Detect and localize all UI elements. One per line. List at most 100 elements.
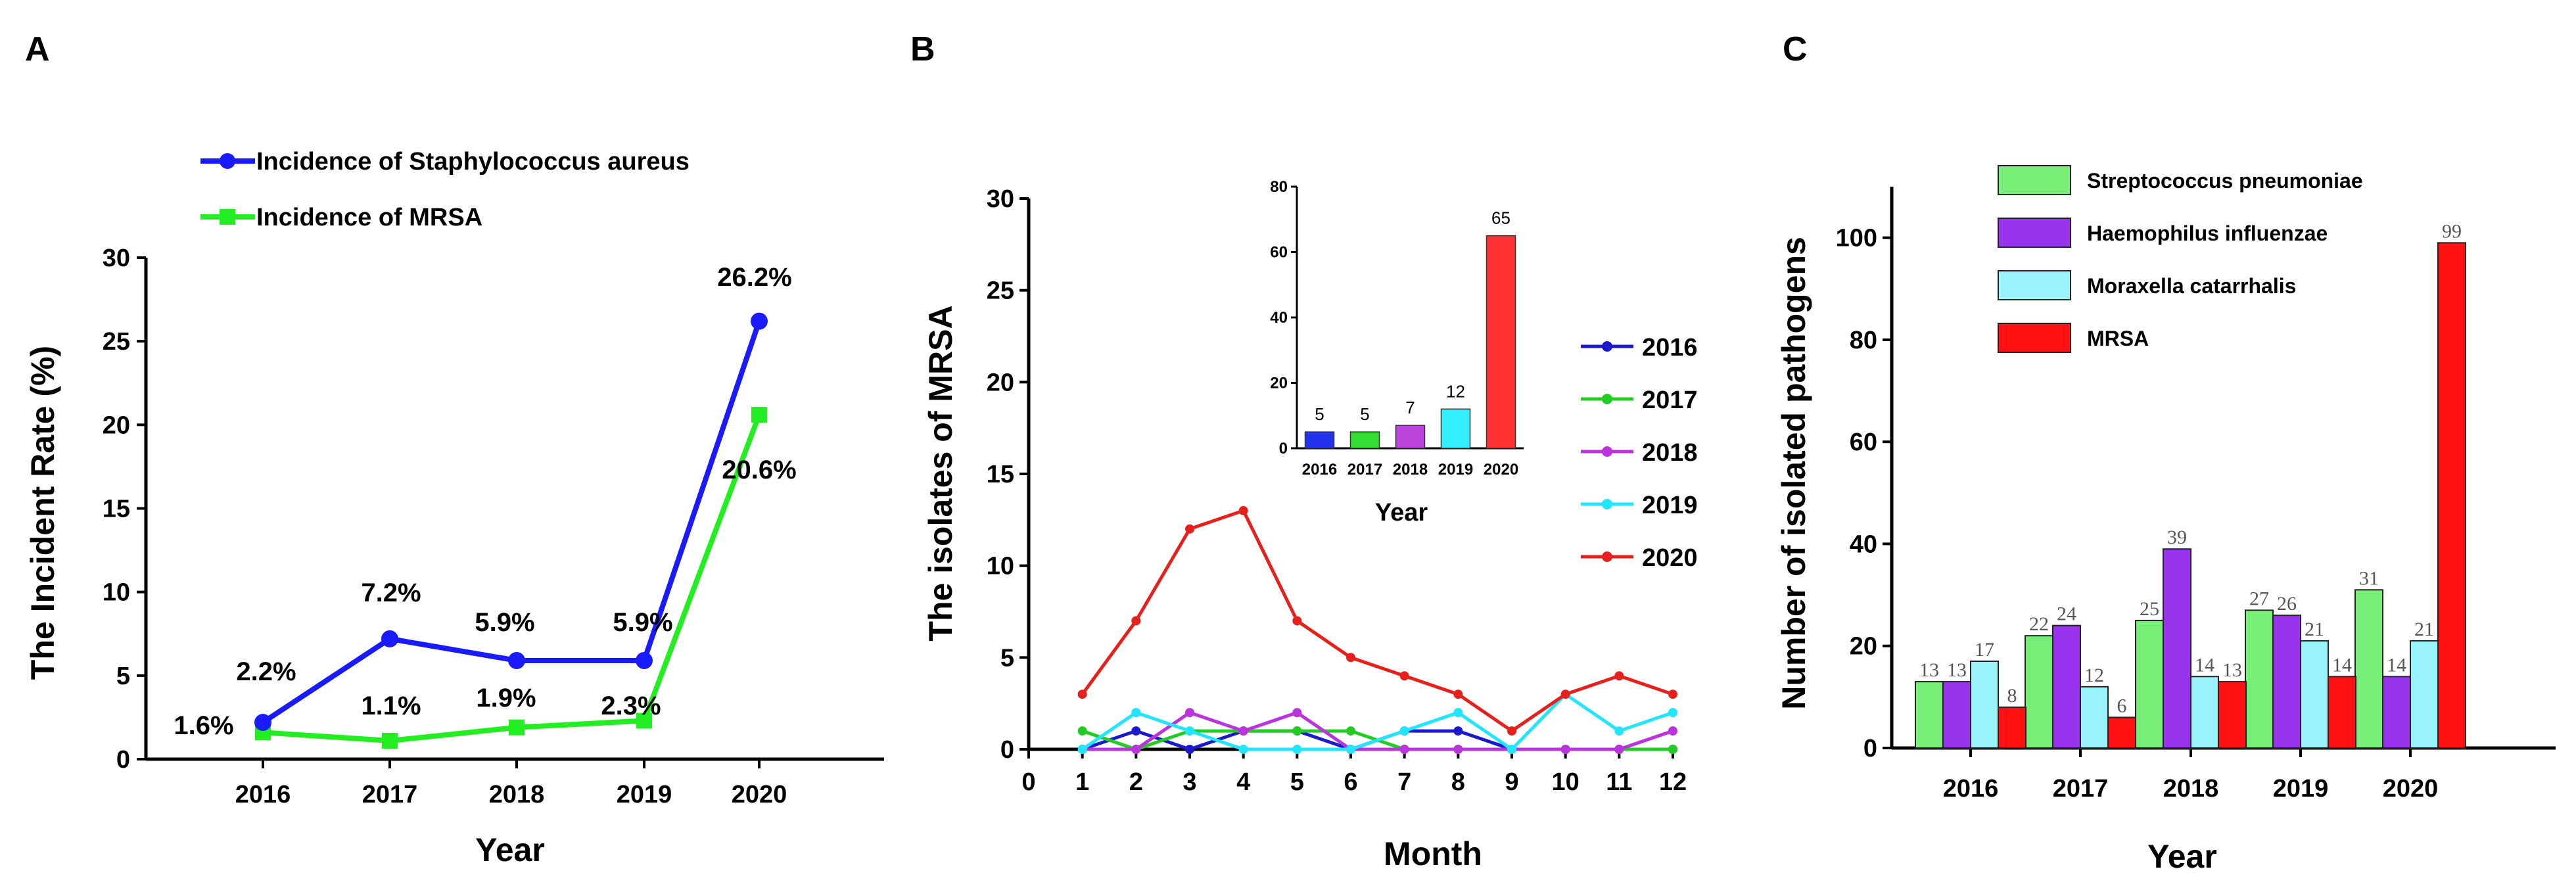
panel-a-y-tick-label: 0	[116, 746, 130, 774]
panel-a-x-tick-label: 2017	[362, 781, 418, 808]
panel-c-bar-mrsa-2018	[2218, 681, 2247, 749]
panel-b-data-point	[1131, 616, 1141, 626]
panel-a-data-point	[751, 312, 768, 330]
panel-c-bar-label: 14	[2195, 654, 2214, 676]
inset-bar-label: 5	[1315, 404, 1324, 424]
panel-a-x-tick-label: 2018	[489, 781, 545, 808]
panel-a-y-axis-title: The Incident Rate (%)	[24, 346, 61, 680]
panel-b-data-point	[1560, 745, 1570, 754]
panel-b-legend-marker	[1602, 446, 1612, 457]
panel-b-data-point	[1399, 745, 1409, 754]
panel-b-data-point	[1668, 708, 1677, 718]
panel-c-x-tick-label: 2019	[2273, 775, 2329, 803]
panel-c-x-tick-label: 2016	[1943, 775, 1999, 803]
panel-b-data-point	[1131, 726, 1141, 736]
panel-c-bar-label: 21	[2414, 619, 2434, 640]
panel-c-bar-label: 6	[2117, 695, 2127, 716]
panel-c-legend-label: Haemophilus influenzae	[2087, 222, 2328, 245]
panel-b-x-tick-label: 10	[1552, 768, 1580, 796]
panel-b-legend-label: 2017	[1642, 386, 1698, 414]
panel-c-bar-mrsa-2020	[2437, 242, 2466, 749]
panel-b-data-point	[1614, 745, 1624, 754]
panel-b-data-point	[1399, 726, 1409, 736]
panel-b-data-point	[1614, 671, 1624, 681]
panel-c-legend-swatch	[1998, 218, 2071, 248]
inset-bar-label: 12	[1446, 381, 1465, 401]
inset-bar-2016	[1304, 431, 1335, 449]
panel-b-data-point	[1185, 708, 1194, 718]
panel-c-y-tick-label: 40	[1850, 530, 1877, 558]
inset-x-tick-label: 2017	[1347, 461, 1382, 479]
panel-b-y-axis-title: The isolates of MRSA	[922, 305, 959, 641]
panel-a-x-axis-title: Year	[475, 831, 545, 868]
inset-bar-label: 5	[1360, 404, 1369, 424]
inset-y-tick-label: 80	[1270, 178, 1288, 196]
panel-b-data-point	[1292, 616, 1302, 626]
panel-c-bar-streptococcus-pneumoniae-2017	[2025, 635, 2053, 749]
panel-c-legend-label: MRSA	[2087, 327, 2149, 350]
panel-b-y-tick-label: 10	[987, 553, 1014, 580]
inset-y-tick-label: 40	[1270, 309, 1288, 327]
panel-b-legend-label: 2016	[1642, 334, 1698, 362]
panel-c-bar-haemophilus-influenzae-2020	[2382, 676, 2411, 749]
panel-c-bar-streptococcus-pneumoniae-2020	[2354, 589, 2383, 749]
panel-c-y-tick-label: 20	[1850, 633, 1877, 661]
panel-c-bar-moraxella-catarrhalis-2018	[2190, 676, 2219, 749]
panel-b-data-point	[1185, 524, 1194, 534]
panel-a-data-label: 1.9%	[476, 684, 536, 713]
panel-a-data-point	[382, 733, 398, 749]
panel-b-data-point	[1238, 745, 1248, 754]
inset-x-tick-label: 2018	[1393, 461, 1428, 479]
panel-c-bar-label: 25	[2140, 598, 2159, 620]
panel-b-y-tick-label: 15	[987, 461, 1014, 488]
panel-a-data-label: 5.9%	[613, 608, 672, 637]
panel-c-bar-mrsa-2017	[2107, 716, 2136, 749]
panel-a-y-tick-label: 10	[103, 579, 130, 607]
panel-b-x-tick-label: 11	[1606, 768, 1632, 796]
panel-a-data-label: 7.2%	[361, 578, 421, 607]
panel-c-bar-mrsa-2019	[2328, 676, 2356, 749]
inset-bar-2019	[1440, 408, 1471, 449]
panel-b-legend-label: 2019	[1642, 492, 1698, 519]
panel-a-data-point	[509, 719, 525, 736]
panel-c-bar-label: 22	[2029, 613, 2049, 635]
panel-b-x-axis-title: Month	[1384, 835, 1482, 872]
panel-c-bar-streptococcus-pneumoniae-2018	[2135, 619, 2164, 749]
panel-b-x-tick-label: 8	[1451, 768, 1465, 796]
panel-b-legend-marker	[1602, 499, 1612, 509]
panel-c-bar-streptococcus-pneumoniae-2019	[2245, 609, 2274, 749]
panel-b-x-tick-label: 7	[1397, 768, 1411, 796]
panel-b-data-point	[1507, 745, 1516, 754]
inset-y-tick-label: 60	[1270, 244, 1288, 262]
panel-b-x-tick-label: 4	[1236, 768, 1250, 796]
panel-a-letter: A	[25, 30, 50, 68]
panel-b-data-point	[1507, 726, 1516, 736]
panel-b-series-line-2018	[1082, 711, 1674, 751]
panel-b-legend-label: 2018	[1642, 439, 1698, 467]
inset-x-tick-label: 2020	[1484, 461, 1518, 479]
panel-a-y-tick-label: 25	[103, 328, 130, 356]
panel-b-data-point	[1292, 708, 1302, 718]
panel-b-data-point	[1185, 745, 1194, 754]
inset-x-tick-label: 2019	[1438, 461, 1473, 479]
panel-b-y-tick-label: 0	[1000, 736, 1014, 764]
panel-c-legend-swatch	[1998, 165, 2071, 195]
panel-b-data-point	[1346, 745, 1355, 754]
panel-c-bar-moraxella-catarrhalis-2017	[2080, 686, 2109, 749]
panel-b-data-point	[1453, 745, 1463, 754]
inset-bar-2017	[1349, 431, 1380, 449]
panel-b-data-point	[1238, 505, 1248, 515]
panel-b-y-tick-label: 5	[1000, 644, 1014, 672]
panel-c-bar-label: 8	[2007, 685, 2017, 707]
panel-c-legend-label: Streptococcus pneumoniae	[2087, 169, 2363, 193]
panel-c-y-tick-label: 0	[1863, 735, 1877, 762]
panel-b-data-point	[1131, 745, 1141, 754]
inset-y-tick-label: 20	[1270, 375, 1288, 392]
panel-b-data-point	[1131, 708, 1141, 718]
panel-c-bar-label: 13	[1919, 659, 1939, 681]
panel-c-bar-label: 24	[2057, 603, 2076, 625]
panel-c-bar-label: 99	[2442, 220, 2462, 242]
panel-b-data-point	[1560, 689, 1570, 699]
